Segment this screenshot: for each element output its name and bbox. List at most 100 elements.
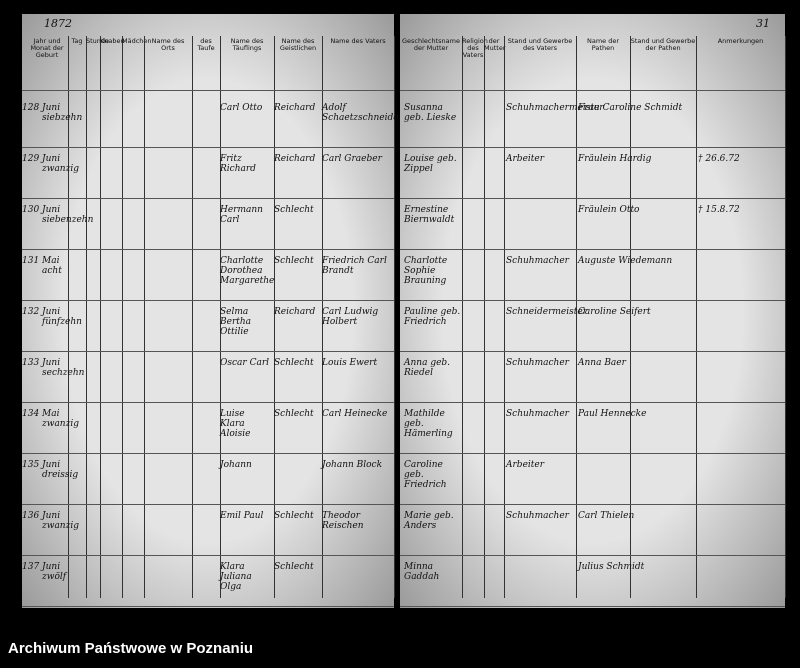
entry-occupation: Schuhmacher (506, 256, 569, 266)
entry-no: 135 (22, 460, 40, 470)
column-rule (100, 36, 101, 598)
entry-no: 130 (22, 205, 40, 215)
entry-pastor: Schlecht (274, 409, 314, 419)
entry-sponsors: Carl Thielen (578, 511, 635, 521)
entry-child: Fritz Richard (220, 154, 256, 174)
entry-father: Carl Ludwig Holbert (322, 307, 379, 327)
entry-occupation: Schuhmacher (506, 358, 569, 368)
entry-no: 132 (22, 307, 40, 317)
entry-child: Hermann Carl (220, 205, 263, 225)
entry-father: Theodor Reischen (322, 511, 364, 531)
column-rule (576, 36, 577, 598)
entry-pastor: Schlecht (274, 358, 314, 368)
entry-mother: Louise geb. Zippel (404, 154, 457, 174)
entry-pastor: Schlecht (274, 256, 314, 266)
entry-father: Friedrich Carl Brandt (322, 256, 387, 276)
column-header: Stand und Gewerbe des Vaters (507, 37, 573, 53)
row-rule (22, 351, 394, 352)
row-rule (22, 198, 394, 199)
column-rule (462, 36, 463, 598)
entry-no: 137 (22, 562, 40, 572)
entry-pastor: Schlecht (274, 511, 314, 521)
entry-father: Adolf Schaetzschneider (322, 103, 403, 123)
column-header: des Taufe (197, 37, 215, 53)
entry-note: † 26.6.72 (698, 154, 740, 164)
page-number: 31 (756, 17, 770, 30)
header-rule (22, 90, 394, 91)
entry-mother: Pauline geb. Friedrich (404, 307, 461, 327)
column-header: Stunde (86, 37, 110, 45)
entry-child: Carl Otto (220, 103, 263, 113)
entry-child: Luise Klara Aloisie (220, 409, 251, 439)
entry-sponsors: Fräulein Otto (578, 205, 640, 215)
row-rule (400, 300, 785, 301)
footer: Archiwum Państwowe w Poznaniu (8, 640, 254, 657)
row-rule (22, 300, 394, 301)
column-header: Jahr und Monat der Geburt (30, 37, 64, 60)
entry-month: Juni fünfzehn (42, 307, 82, 327)
entry-mother: Mathilde geb. Hämerling (404, 409, 453, 439)
row-rule (400, 147, 785, 148)
entry-no: 128 (22, 103, 40, 113)
entry-occupation: Schneidermeister (506, 307, 587, 317)
entry-no: 133 (22, 358, 40, 368)
column-header: der Mutter (484, 37, 506, 53)
entry-no: 131 (22, 256, 40, 266)
column-header: Tag (71, 37, 83, 45)
entry-father: Carl Graeber (322, 154, 382, 164)
entry-month: Juni zwanzig (42, 154, 79, 174)
row-rule (22, 555, 394, 556)
entry-pastor: Reichard (274, 154, 316, 164)
entry-note: † 15.8.72 (698, 205, 740, 215)
entry-month: Juni siebenzehn (42, 205, 94, 225)
entry-sponsors: Frau Caroline Schmidt (578, 103, 683, 113)
entry-child: Klara Juliana Olga (220, 562, 252, 592)
column-header: Mädchen (122, 37, 152, 45)
column-header: Anmerkungen (717, 37, 764, 45)
row-rule (400, 249, 785, 250)
entry-child: Selma Bertha Ottilie (220, 307, 252, 337)
row-rule (400, 198, 785, 199)
entry-child: Johann (220, 460, 252, 470)
column-rule (630, 36, 631, 598)
column-header: Name des Geistlichen (279, 37, 317, 53)
column-header: Knaben (100, 37, 125, 45)
entry-month: Juni zwanzig (42, 511, 79, 531)
column-rule (274, 36, 275, 598)
entry-pastor: Reichard (274, 103, 316, 113)
column-header: Name der Pathen (586, 37, 620, 53)
entry-sponsors: Anna Baer (578, 358, 626, 368)
row-rule (400, 606, 785, 607)
column-header: Name des Vaters (330, 37, 386, 45)
right-page: 31 Geschlechtsname der Mutter Religion de… (400, 14, 786, 608)
entry-no: 129 (22, 154, 40, 164)
column-header: Name des Täuflings (230, 37, 264, 53)
entry-occupation: Arbeiter (506, 154, 545, 164)
header-rule (400, 90, 785, 91)
entry-month: Juni sechzehn (42, 358, 85, 378)
row-rule (22, 249, 394, 250)
column-rule (785, 36, 786, 598)
entry-occupation: Arbeiter (506, 460, 545, 470)
entry-mother: Susanna geb. Lieske (404, 103, 457, 123)
entry-sponsors: Caroline Seifert (578, 307, 651, 317)
entry-pastor: Schlecht (274, 562, 314, 572)
column-rule (220, 36, 221, 598)
column-rule (192, 36, 193, 598)
entry-occupation: Schuhmachermeister (506, 103, 604, 113)
column-header: Geschlechtsname der Mutter (402, 37, 460, 53)
entry-occupation: Schuhmacher (506, 409, 569, 419)
column-rule (484, 36, 485, 598)
row-rule (22, 402, 394, 403)
row-rule (400, 555, 785, 556)
row-rule (400, 402, 785, 403)
entry-month: Juni dreissig (42, 460, 79, 480)
column-rule (68, 36, 69, 598)
row-rule (22, 147, 394, 148)
column-rule (504, 36, 505, 598)
row-rule (400, 453, 785, 454)
entry-no: 136 (22, 511, 40, 521)
column-header: Religion des Vaters (462, 37, 488, 60)
column-rule (394, 36, 395, 598)
column-rule (144, 36, 145, 598)
